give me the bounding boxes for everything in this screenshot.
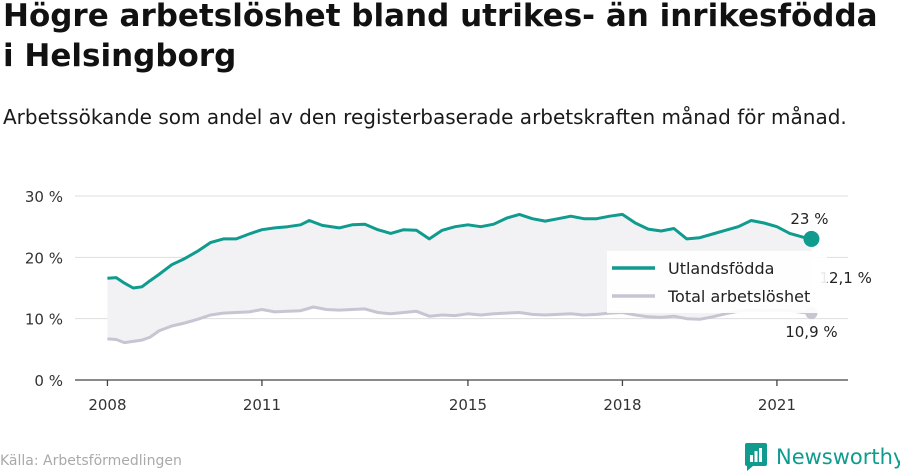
legend-label-total: Total arbetslöshet xyxy=(667,287,810,306)
y-tick-label: 0 % xyxy=(34,372,63,390)
x-tick-label: 2021 xyxy=(758,396,796,414)
x-tick-label: 2015 xyxy=(449,396,487,414)
end-label-total: 10,9 % xyxy=(785,323,837,341)
chart-subtitle: Arbetssökande som andel av den registerb… xyxy=(3,105,847,129)
newsworthy-logo: Newsworthy xyxy=(744,442,900,472)
series-line-total xyxy=(107,305,812,345)
y-tick-label: 30 % xyxy=(25,188,63,206)
end-label-inrikesfodda: 12,1 % xyxy=(819,269,871,287)
brand-name: Newsworthy xyxy=(776,445,900,469)
x-tick-label: 2018 xyxy=(603,396,641,414)
y-tick-label: 20 % xyxy=(25,249,63,267)
legend-label-utlandsfodda: Utlandsfödda xyxy=(668,259,774,278)
series-line-utlandsfodda xyxy=(107,212,812,290)
x-tick-label: 2008 xyxy=(88,396,126,414)
x-tick-label: 2011 xyxy=(243,396,281,414)
end-marker-utlandsfodda xyxy=(803,230,820,247)
y-tick-label: 10 % xyxy=(25,311,63,329)
legend-box xyxy=(607,251,827,313)
newsworthy-logo-icon xyxy=(745,443,767,471)
source-note: Källa: Arbetsförmedlingen xyxy=(0,453,182,469)
chart-title: Högre arbetslöshet bland utrikes- än inr… xyxy=(3,0,878,74)
end-label-utlandsfodda: 23 % xyxy=(790,210,828,228)
